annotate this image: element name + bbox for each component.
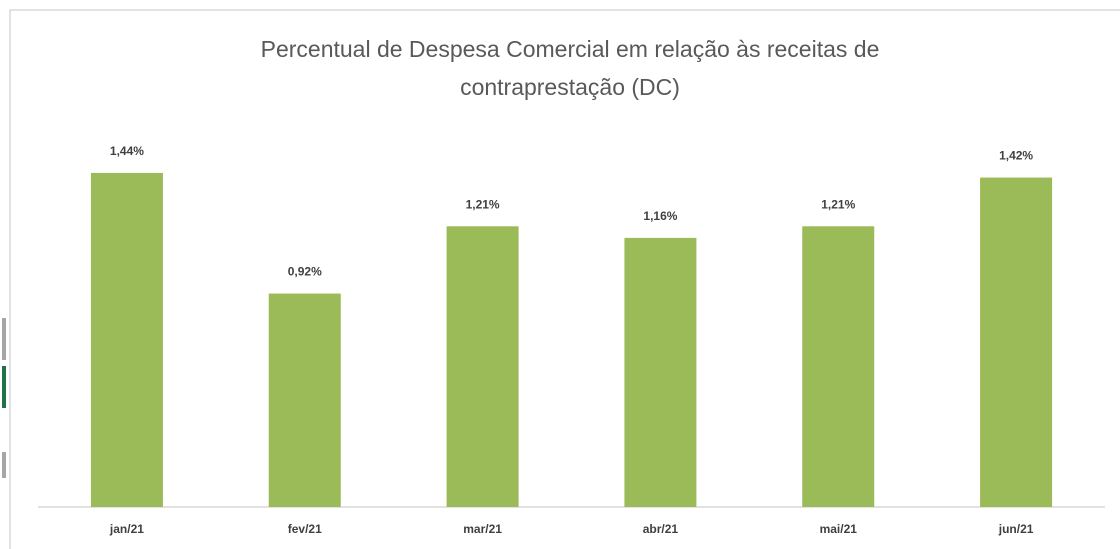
x-tick-label: mar/21	[463, 522, 502, 536]
x-tick-label: jun/21	[998, 522, 1034, 536]
chart-title: Percentual de Despesa Comercial em relaç…	[260, 36, 880, 100]
x-tick-label: jan/21	[109, 522, 144, 536]
data-label: 1,42%	[999, 149, 1033, 163]
data-label: 1,16%	[643, 209, 677, 223]
x-tick-label: abr/21	[643, 522, 679, 536]
chart-border	[9, 9, 1120, 549]
x-tick-label: fev/21	[288, 522, 322, 536]
bar	[624, 237, 697, 507]
data-label: 0,92%	[288, 265, 322, 279]
data-label: 1,21%	[821, 197, 855, 211]
data-label: 1,44%	[110, 144, 144, 158]
data-label: 1,21%	[466, 197, 500, 211]
bar	[980, 177, 1053, 507]
x-tick-label: mai/21	[820, 522, 858, 536]
edge-mark	[2, 366, 6, 408]
edge-mark	[2, 452, 6, 478]
edge-mark	[2, 318, 6, 360]
bar	[90, 172, 163, 508]
bar	[268, 293, 341, 507]
bar	[446, 226, 519, 507]
bar	[802, 226, 875, 507]
